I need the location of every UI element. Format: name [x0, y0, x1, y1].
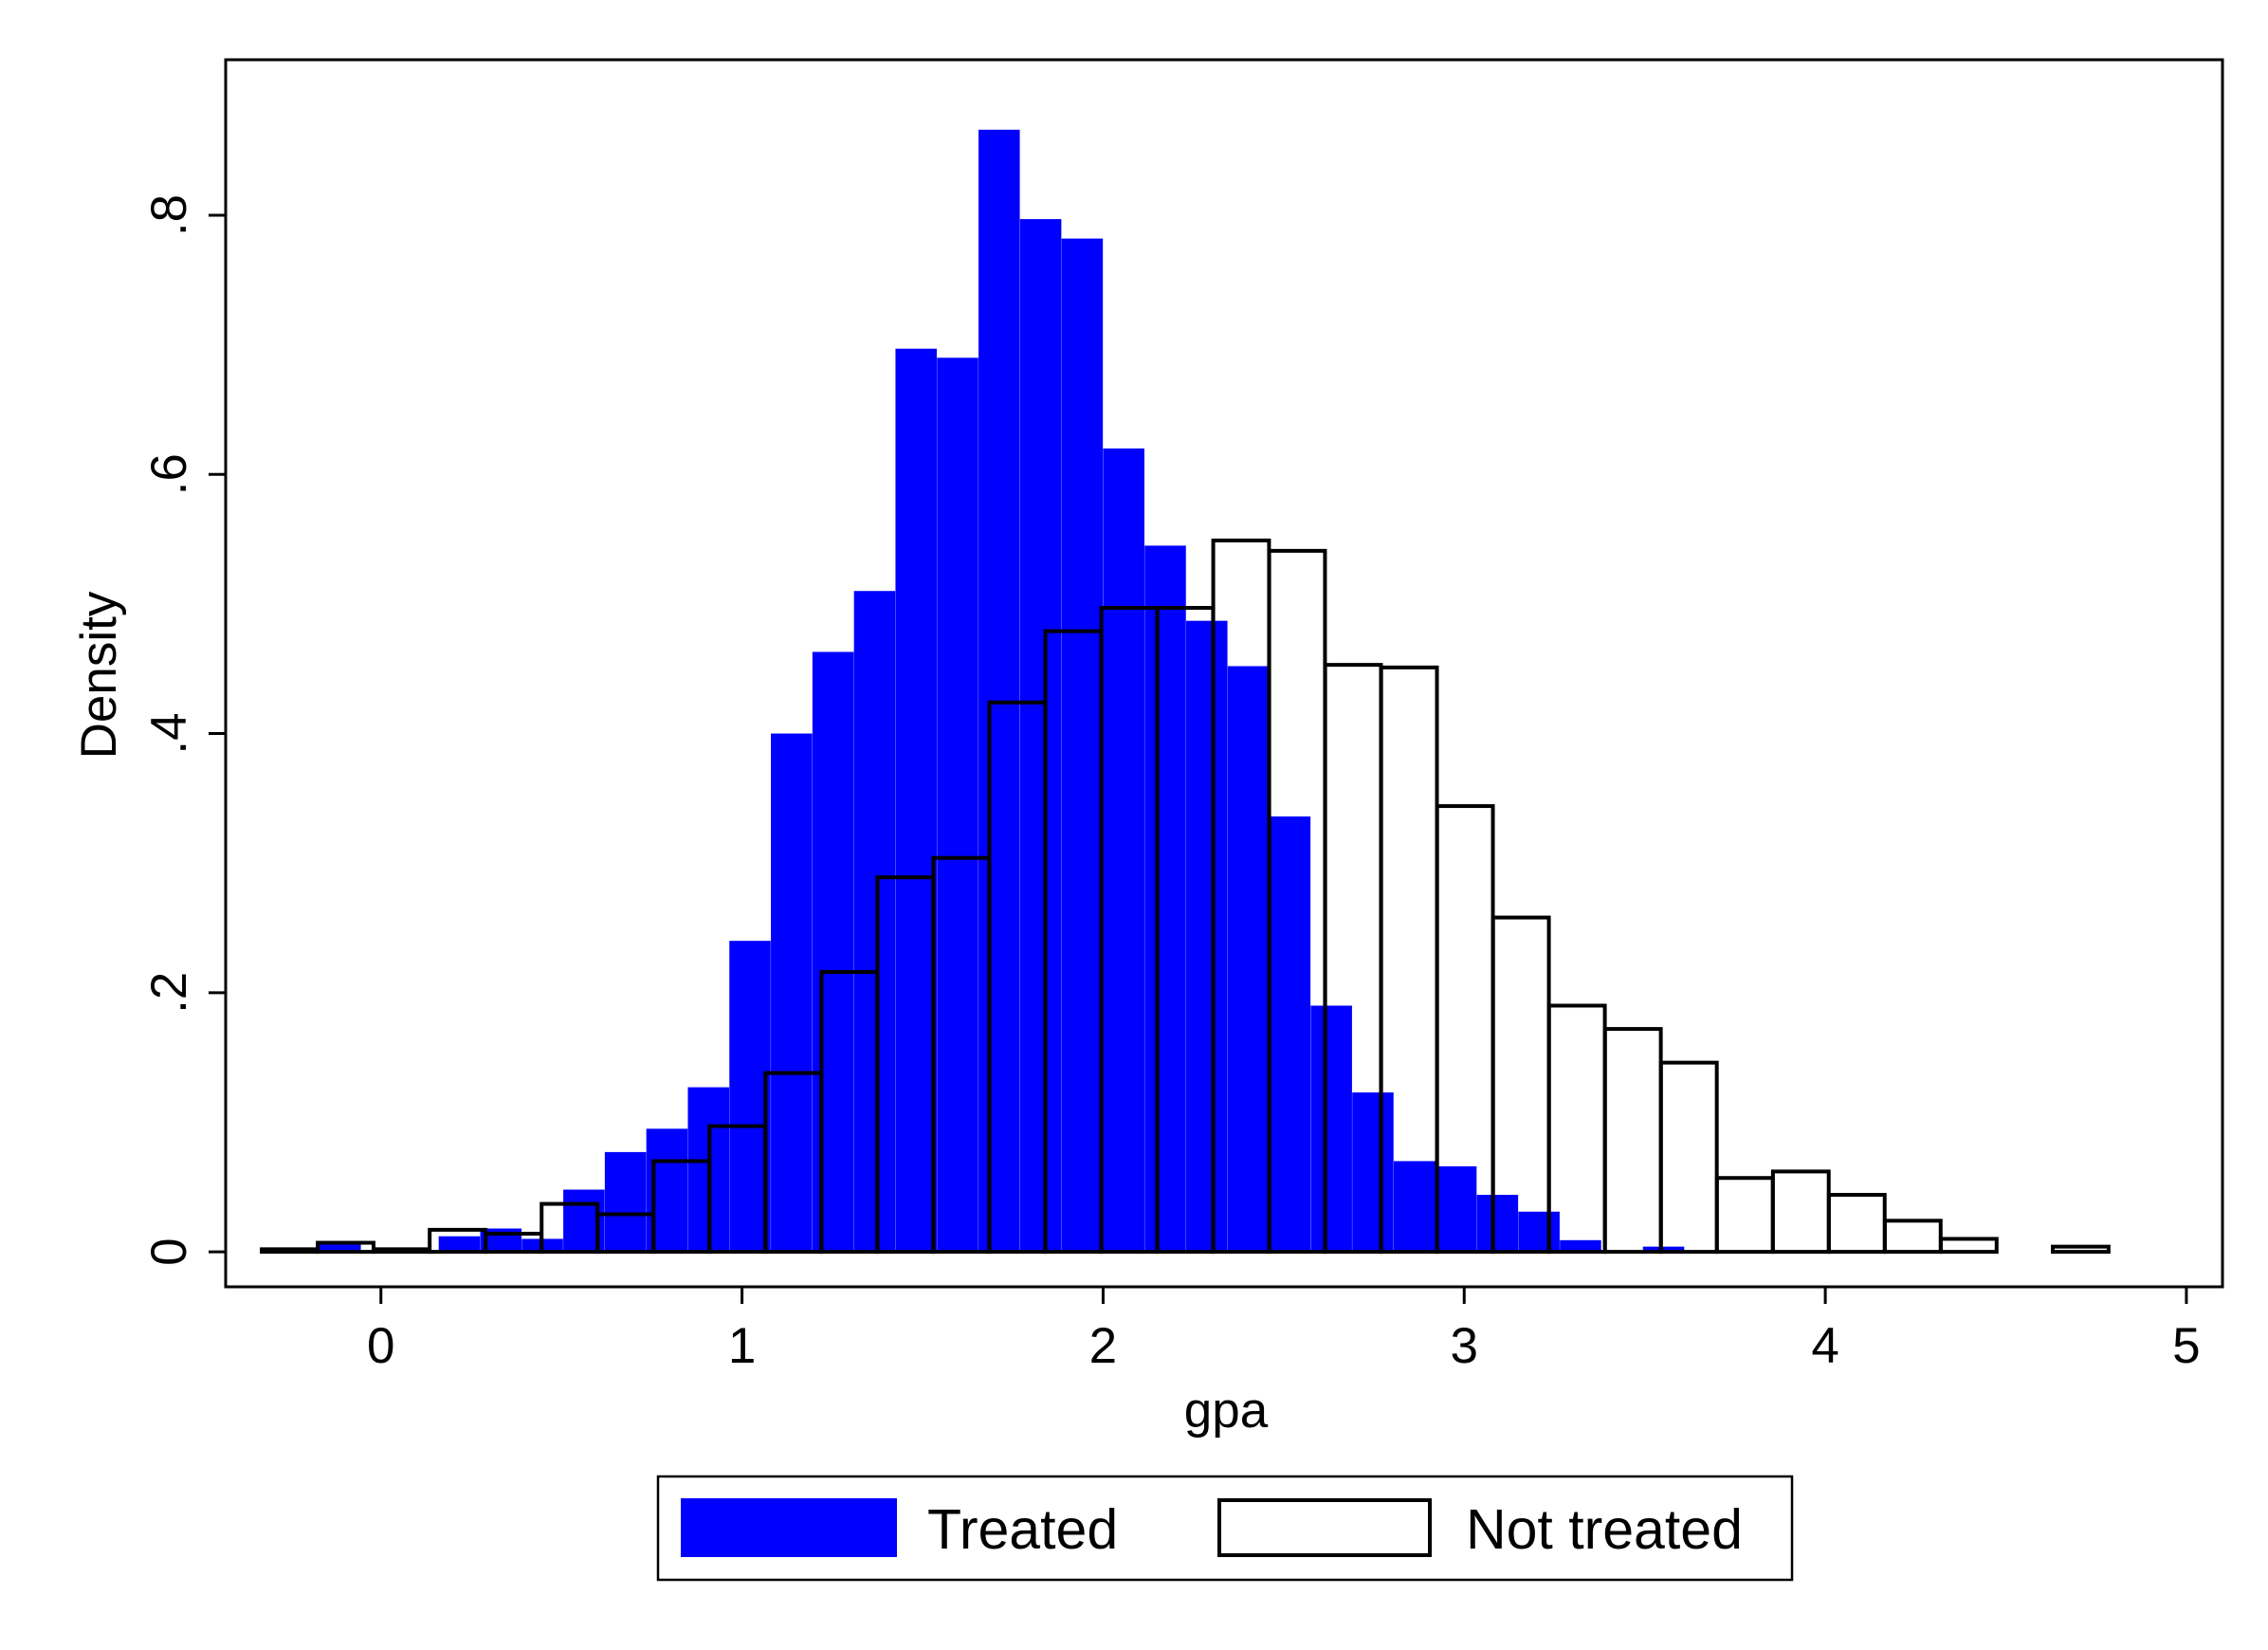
bar-not-treated-25: [1658, 1060, 1719, 1255]
bar-treated-17: [1103, 448, 1144, 1253]
bar-not-treated-0: [260, 1247, 320, 1255]
x-tick-label-1: 1: [728, 1318, 756, 1374]
x-axis-title: gpa: [1184, 1383, 1269, 1439]
x-tick-label-2: 2: [1089, 1318, 1117, 1374]
bar-not-treated-1: [316, 1240, 375, 1255]
x-axis: 0 1 2 3 4 5: [367, 1287, 2201, 1374]
bar-treated-19: [1186, 620, 1228, 1253]
bar-treated-5: [604, 1151, 647, 1253]
bar-treated-16: [1061, 238, 1104, 1253]
bar-treated-1: [438, 1236, 481, 1253]
bar-treated-18: [1144, 545, 1186, 1253]
bar-treated-26: [1476, 1194, 1519, 1253]
y-tick-label-0: 0: [141, 1238, 197, 1265]
y-tick-label-4: .8: [141, 194, 197, 236]
y-axis-title: Density: [71, 591, 127, 759]
plot-frame: [224, 58, 2224, 1289]
legend-swatch-not-treated: [1217, 1498, 1432, 1557]
bar-treated-14: [979, 129, 1020, 1253]
legend: Treated Not treated: [656, 1475, 1794, 1582]
bar-not-treated-28: [1826, 1192, 1887, 1255]
bar-treated-20: [1227, 666, 1270, 1253]
plot-bars: [260, 129, 2111, 1255]
bar-treated-11: [853, 591, 896, 1253]
bar-not-treated-30: [1938, 1237, 1999, 1255]
bar-not-treated-27: [1770, 1169, 1831, 1255]
bar-treated-10: [812, 651, 854, 1253]
legend-label-treated: Treated: [927, 1498, 1118, 1561]
x-tick-label-0: 0: [367, 1318, 394, 1374]
bar-not-treated-2: [372, 1247, 431, 1255]
x-tick-label-4: 4: [1811, 1318, 1838, 1374]
bar-treated-9: [771, 733, 813, 1253]
bar-treated-21: [1269, 816, 1311, 1253]
bar-treated-23: [1352, 1092, 1394, 1253]
x-tick-label-3: 3: [1451, 1318, 1478, 1374]
y-tick-label-1: .2: [141, 972, 197, 1014]
bar-treated-22: [1310, 1005, 1352, 1253]
bar-treated-27: [1518, 1211, 1560, 1253]
bar-not-treated-24: [1602, 1027, 1663, 1255]
bar-not-treated-29: [1882, 1219, 1943, 1255]
legend-swatch-treated: [681, 1498, 897, 1557]
bar-treated-29: [1642, 1246, 1685, 1253]
bar-treated-25: [1435, 1165, 1477, 1253]
legend-label-not-treated: Not treated: [1466, 1498, 1743, 1561]
y-tick-label-2: .4: [141, 712, 197, 754]
y-tick-label-3: .6: [141, 453, 197, 495]
bar-treated-0: [320, 1243, 361, 1253]
y-axis: 0 .2 .4 .6 .8: [141, 194, 226, 1266]
x-tick-label-5: 5: [2172, 1318, 2200, 1374]
bar-not-treated-26: [1714, 1176, 1775, 1255]
bar-treated-13: [937, 358, 979, 1253]
bar-not-treated-31: [2051, 1244, 2111, 1255]
bar-treated-12: [895, 348, 937, 1253]
bar-treated-15: [1019, 219, 1062, 1253]
bar-treated-24: [1393, 1161, 1436, 1253]
bar-treated-28: [1560, 1239, 1601, 1253]
